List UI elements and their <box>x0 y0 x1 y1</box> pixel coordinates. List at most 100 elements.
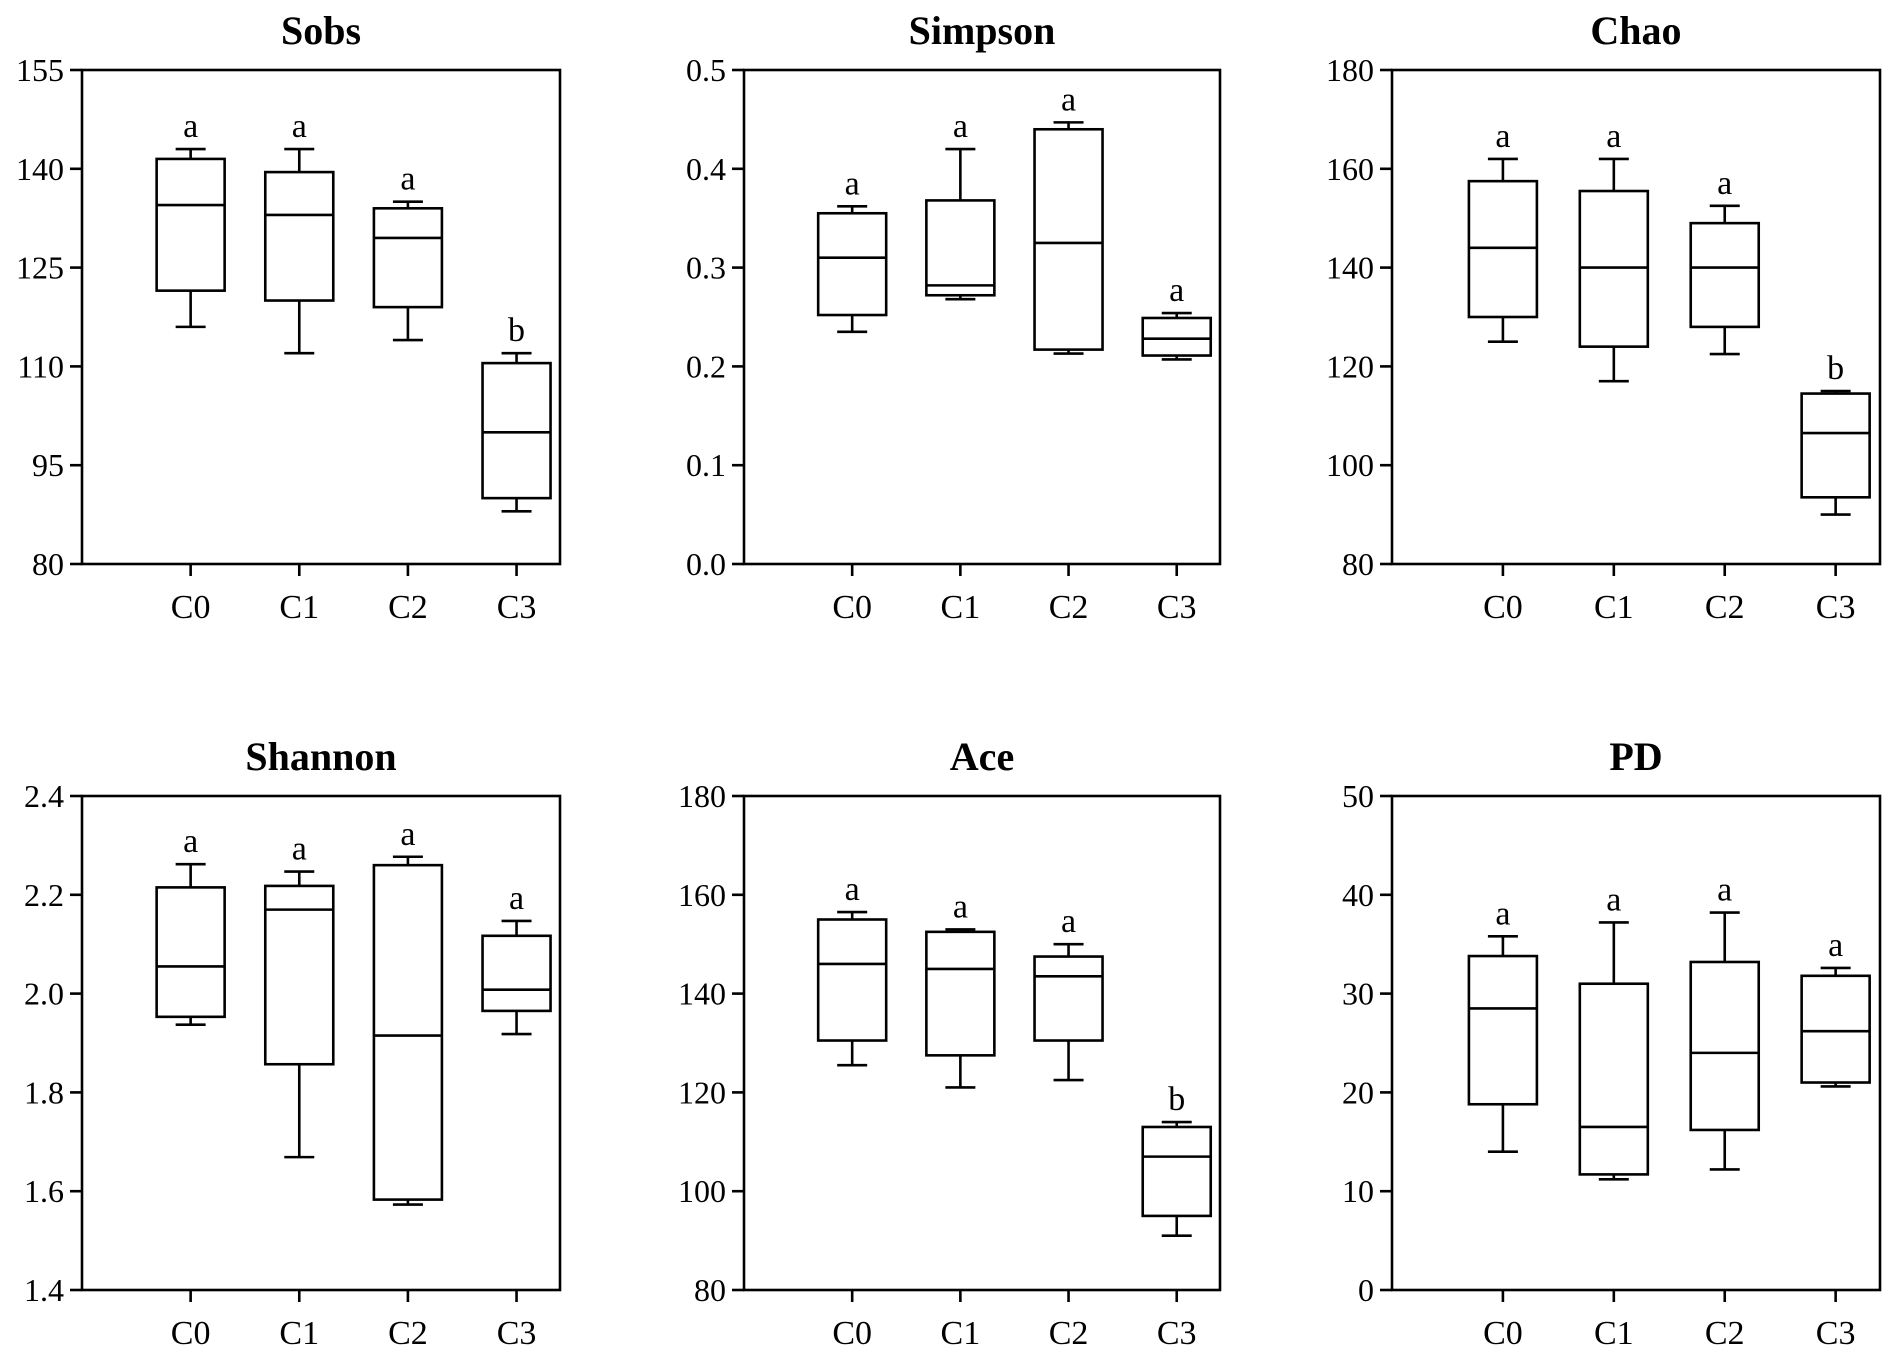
box-c2: a <box>1689 165 1761 356</box>
panel-sobs: Sobs 80 95 110 125 140 155 C0 a C1 a C2 a C3 b <box>16 8 562 626</box>
x-tick-label: C1 <box>941 589 981 626</box>
iqr-box <box>481 934 552 1013</box>
x-tick-label: C2 <box>388 1315 428 1352</box>
box-c3: a <box>1141 272 1213 361</box>
y-tick-label: 0.5 <box>686 52 726 88</box>
iqr-box <box>1033 127 1104 351</box>
significance-label: a <box>400 816 415 853</box>
x-tick-label: C2 <box>1049 1315 1089 1352</box>
x-tick-label: C3 <box>497 589 537 626</box>
chart-title: Chao <box>1590 8 1681 53</box>
y-tick-label: 140 <box>16 151 64 187</box>
box-c0: a <box>155 823 226 1027</box>
iqr-box <box>372 863 444 1201</box>
y-tick-label: 0.1 <box>686 447 726 483</box>
chart-title: Ace <box>950 734 1014 779</box>
box-c3: a <box>481 880 552 1036</box>
iqr-box <box>1141 1125 1213 1218</box>
box-c1: a <box>925 108 996 301</box>
box-c3: a <box>1800 927 1871 1088</box>
x-tick-label: C1 <box>279 1315 319 1352</box>
significance-label: b <box>1168 1081 1185 1118</box>
box-c2: a <box>1033 903 1104 1082</box>
y-tick-label: 120 <box>1326 348 1374 384</box>
panel-shannon: Shannon 1.4 1.6 1.8 2.0 2.2 2.4 C0 a C1 a C2 a C3 a <box>24 734 562 1352</box>
y-tick-label: 2.0 <box>24 976 64 1012</box>
iqr-box <box>1689 221 1761 329</box>
plot-frame <box>1390 794 1882 1292</box>
y-tick-label: 155 <box>16 52 64 88</box>
y-tick-label: 0.3 <box>686 250 726 286</box>
box-c1: a <box>263 831 335 1159</box>
y-tick-label: 1.4 <box>24 1272 64 1308</box>
iqr-box <box>925 199 996 297</box>
x-tick-label: C3 <box>1157 1315 1197 1352</box>
y-tick-label: 1.6 <box>24 1173 64 1209</box>
chart-title: PD <box>1609 734 1662 779</box>
y-tick-label: 140 <box>1326 250 1374 286</box>
iqr-box <box>155 886 226 1019</box>
y-tick-label: 2.2 <box>24 877 64 913</box>
plot-frame <box>742 68 1222 566</box>
x-tick-label: C2 <box>1049 589 1089 626</box>
panel-ace: Ace 80 100 120 140 160 180 C0 a C1 a C2 a C3 b <box>678 734 1222 1352</box>
y-tick-label: 2.4 <box>24 778 64 814</box>
y-tick-label: 180 <box>678 778 726 814</box>
significance-label: a <box>1828 927 1843 964</box>
iqr-box <box>1800 974 1871 1084</box>
box-c3: b <box>1141 1081 1213 1237</box>
y-tick-label: 100 <box>1326 447 1374 483</box>
iqr-box <box>155 157 226 292</box>
x-tick-label: C2 <box>1705 589 1745 626</box>
box-c3: b <box>481 312 552 513</box>
chart-title: Shannon <box>245 734 396 779</box>
significance-label: a <box>1061 903 1076 940</box>
box-c0: a <box>816 165 888 334</box>
iqr-box <box>816 918 888 1042</box>
y-tick-label: 140 <box>678 976 726 1012</box>
significance-label: a <box>1495 118 1510 155</box>
significance-label: a <box>1169 272 1184 309</box>
box-c1: a <box>1578 881 1650 1181</box>
significance-label: a <box>845 871 860 908</box>
y-tick-label: 180 <box>1326 52 1374 88</box>
iqr-box <box>263 170 335 302</box>
x-tick-label: C0 <box>1483 1315 1523 1352</box>
significance-label: a <box>183 108 198 145</box>
significance-label: a <box>1717 165 1732 202</box>
y-tick-label: 160 <box>678 877 726 913</box>
y-tick-label: 30 <box>1342 976 1374 1012</box>
x-tick-label: C2 <box>1705 1315 1745 1352</box>
significance-label: a <box>292 108 307 145</box>
x-tick-label: C0 <box>832 1315 872 1352</box>
box-c2: a <box>372 816 444 1206</box>
y-tick-label: 10 <box>1342 1173 1374 1209</box>
x-tick-label: C0 <box>1483 589 1523 626</box>
significance-label: b <box>1827 350 1844 387</box>
significance-label: a <box>1495 895 1510 932</box>
y-tick-label: 0.4 <box>686 151 726 187</box>
iqr-box <box>1800 392 1871 499</box>
x-tick-label: C0 <box>832 589 872 626</box>
panel-chao: Chao 80 100 120 140 160 180 C0 a C1 a C2 a C3 b <box>1326 8 1882 626</box>
panel-pd: PD 0 10 20 30 40 50 C0 a C1 a C2 a C3 a <box>1342 734 1882 1352</box>
box-c2: a <box>1033 81 1104 355</box>
box-c0: a <box>155 108 226 329</box>
significance-label: a <box>400 161 415 198</box>
y-tick-label: 120 <box>678 1074 726 1110</box>
plot-frame <box>80 794 562 1292</box>
box-c1: a <box>925 888 996 1089</box>
significance-label: a <box>1717 872 1732 909</box>
iqr-box <box>1467 954 1539 1106</box>
iqr-box <box>481 361 552 500</box>
plot-frame <box>742 794 1222 1292</box>
x-tick-label: C2 <box>388 589 428 626</box>
box-c1: a <box>1578 118 1650 383</box>
y-tick-label: 80 <box>32 546 64 582</box>
x-tick-label: C0 <box>171 1315 211 1352</box>
y-tick-label: 1.8 <box>24 1074 64 1110</box>
iqr-box <box>816 211 888 317</box>
significance-label: a <box>953 888 968 925</box>
y-tick-label: 80 <box>1342 546 1374 582</box>
